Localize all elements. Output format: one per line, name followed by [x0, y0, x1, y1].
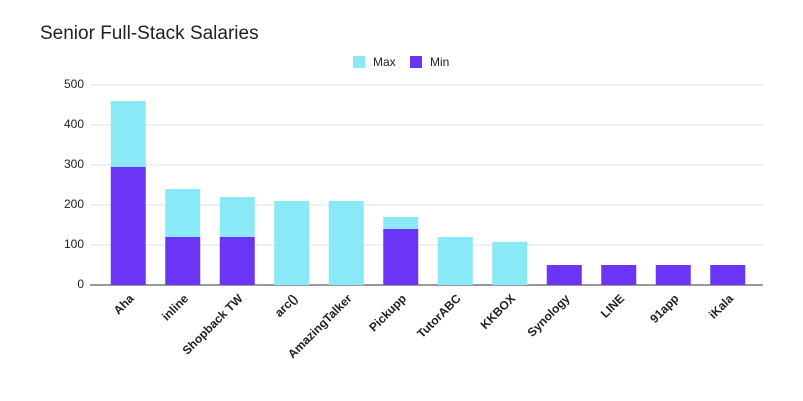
- x-tick-label: Pickupp: [366, 291, 409, 334]
- x-tick-label: iKala: [706, 291, 736, 321]
- bar-segment: [546, 265, 582, 285]
- x-tick-label: TutorABC: [414, 291, 464, 341]
- bar-segment: [110, 101, 146, 167]
- y-tick-label: 100: [64, 237, 84, 251]
- bar-segment: [219, 237, 255, 285]
- bar-segment: [383, 217, 419, 229]
- legend-label: Min: [430, 55, 449, 69]
- x-tick-label: Aha: [111, 291, 137, 317]
- legend-swatch: [410, 56, 422, 68]
- x-tick-label: KKBOX: [478, 291, 519, 332]
- bar-segment: [219, 197, 255, 237]
- legend-swatch: [353, 56, 365, 68]
- bar-segment: [274, 201, 310, 285]
- x-tick-label: arc(): [272, 291, 300, 319]
- x-tick-label: inline: [159, 291, 191, 323]
- x-tick-label: 91app: [647, 291, 681, 325]
- x-tick-label: Synology: [525, 291, 573, 339]
- y-tick-label: 400: [64, 117, 84, 131]
- chart-title: Senior Full-Stack Salaries: [40, 23, 259, 44]
- y-tick-label: 500: [64, 77, 84, 91]
- bar-segment: [165, 189, 201, 237]
- bar-segment: [437, 237, 473, 285]
- bar-segment: [383, 229, 419, 285]
- y-tick-label: 200: [64, 197, 84, 211]
- bar-segment: [110, 167, 146, 285]
- bar-segment: [655, 265, 691, 285]
- bar-segment: [328, 201, 364, 285]
- y-tick-label: 0: [77, 277, 84, 291]
- legend-label: Max: [373, 55, 396, 69]
- bar-segment: [165, 237, 201, 285]
- y-tick-label: 300: [64, 157, 84, 171]
- bar-segment: [492, 241, 528, 285]
- bar-segment: [710, 265, 746, 285]
- x-tick-label: LINE: [598, 291, 627, 320]
- bar-segment: [601, 265, 637, 285]
